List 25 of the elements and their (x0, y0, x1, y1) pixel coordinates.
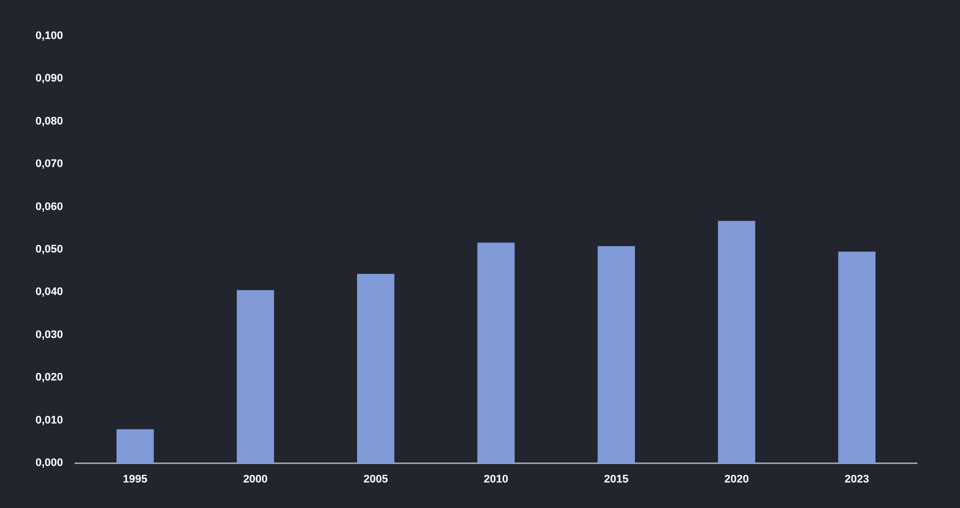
y-tick-label: 0,010 (35, 414, 63, 426)
y-tick-label: 0,030 (35, 328, 63, 341)
y-tick-label: 0,100 (35, 30, 63, 42)
x-tick-label: 2005 (363, 474, 388, 486)
y-tick-label: 0,040 (35, 286, 63, 298)
x-tick-label: 2010 (484, 474, 508, 486)
y-tick-label: 0,050 (35, 244, 63, 256)
bar (477, 242, 515, 463)
bar (598, 246, 635, 463)
x-tick-label: 2020 (724, 474, 749, 486)
bar (718, 220, 756, 463)
y-tick-label: 0,090 (35, 72, 63, 85)
bar (236, 290, 274, 463)
y-tick-label: 0,060 (35, 200, 63, 213)
y-tick-label: 0,080 (35, 115, 63, 128)
bar (357, 274, 394, 463)
y-tick-label: 0,070 (35, 158, 63, 170)
y-tick-label: 0,000 (35, 457, 63, 470)
bar (116, 429, 154, 463)
x-tick-label: 2000 (243, 474, 268, 486)
x-tick-label: 2015 (604, 474, 629, 486)
y-tick-label: 0,020 (35, 372, 63, 384)
bar (838, 252, 876, 463)
x-tick-label: 2023 (844, 474, 870, 486)
x-tick-label: 1995 (122, 474, 148, 486)
